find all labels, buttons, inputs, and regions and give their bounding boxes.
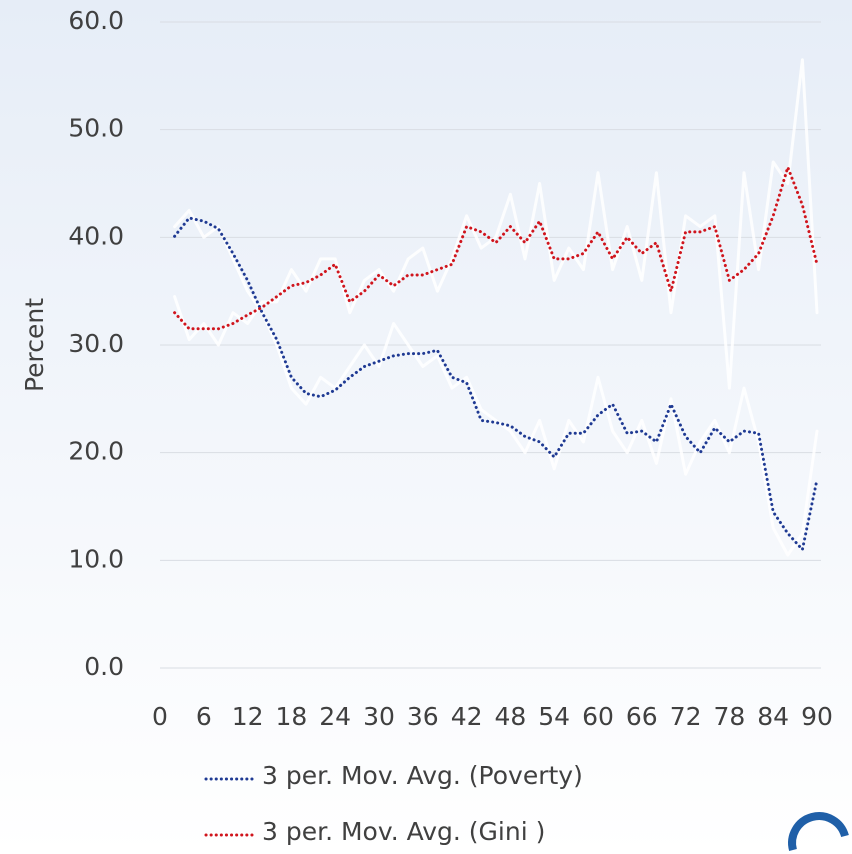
legend-label: 3 per. Mov. Avg. (Gini ) (262, 817, 545, 846)
moving-average-line (173, 216, 819, 552)
x-tick-label: 48 (494, 702, 526, 731)
logo (788, 812, 849, 852)
x-tick-label: 90 (801, 702, 833, 731)
x-tick-label: 6 (196, 702, 212, 731)
y-tick-label: 40.0 (68, 221, 124, 250)
x-tick-label: 72 (670, 702, 702, 731)
x-tick-label: 30 (363, 702, 395, 731)
x-tick-label: 18 (275, 702, 307, 731)
legend-label: 3 per. Mov. Avg. (Poverty) (262, 761, 583, 790)
y-tick-label: 0.0 (84, 652, 124, 681)
raw-line (173, 208, 819, 557)
y-tick-label: 10.0 (68, 544, 124, 573)
y-axis-label: Percent (20, 298, 49, 392)
x-tick-label: 60 (582, 702, 614, 731)
y-tick-label: 60.0 (68, 6, 124, 35)
moving-average-line (173, 165, 819, 331)
y-tick-label: 30.0 (68, 329, 124, 358)
x-tick-label: 12 (232, 702, 264, 731)
x-tick-label: 36 (407, 702, 439, 731)
x-tick-label: 78 (713, 702, 745, 731)
y-tick-label: 50.0 (68, 114, 124, 143)
x-tick-label: 66 (626, 702, 658, 731)
x-tick-label: 42 (451, 702, 483, 731)
x-tick-label: 54 (538, 702, 570, 731)
x-tick-label: 0 (152, 702, 168, 731)
raw-line (173, 58, 819, 390)
y-tick-label: 20.0 (68, 437, 124, 466)
x-tick-label: 84 (757, 702, 789, 731)
x-tick-label: 24 (319, 702, 351, 731)
